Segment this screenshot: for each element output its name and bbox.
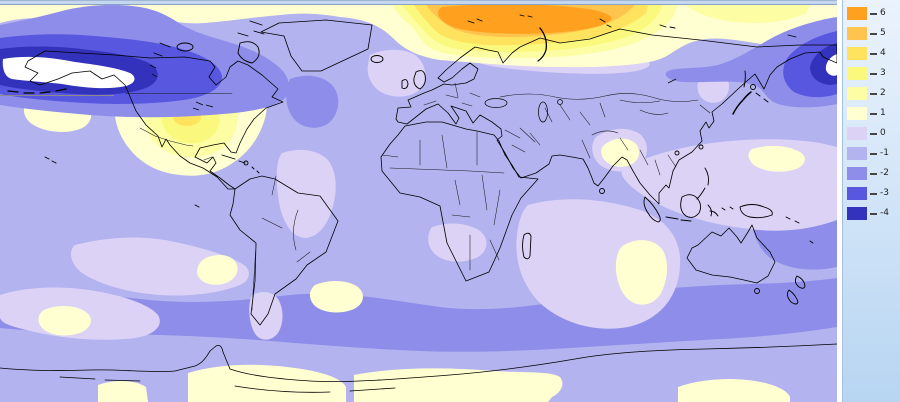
legend-entry: 4 xyxy=(847,47,900,60)
legend-swatch xyxy=(847,107,867,120)
legend-label: -2 xyxy=(880,168,889,178)
coast-africa xyxy=(380,121,539,282)
legend-label: -1 xyxy=(880,148,889,158)
legend-label: 6 xyxy=(880,8,886,18)
islands xyxy=(7,14,814,305)
legend-tick xyxy=(870,72,877,75)
anomaly-cold-cores xyxy=(0,5,837,118)
legend-label: 0 xyxy=(880,128,886,138)
country-borders xyxy=(125,82,711,311)
legend-swatch xyxy=(847,87,867,100)
legend-entries: 6 5 4 3 2 1 0 -1 -2 -3 -4 xyxy=(843,7,900,220)
legend-tick xyxy=(870,192,877,195)
legend-swatch xyxy=(847,147,867,160)
coast-north-america xyxy=(24,50,284,190)
legend-swatch xyxy=(847,27,867,40)
legend-tick xyxy=(870,132,877,135)
legend-label: 2 xyxy=(880,88,886,98)
legend-label: 3 xyxy=(880,68,886,78)
coast-antarctic-ice-edges xyxy=(59,376,396,393)
legend-label: 1 xyxy=(880,108,886,118)
legend-entry: 2 xyxy=(847,87,900,100)
legend-tick xyxy=(870,152,877,155)
legend-tick xyxy=(870,32,877,35)
legend-entry: -2 xyxy=(847,167,900,180)
coast-south-america xyxy=(229,175,339,326)
legend-entry: -4 xyxy=(847,207,900,220)
legend-tick xyxy=(870,12,877,15)
window-top-edge xyxy=(0,0,837,5)
world-map-svg xyxy=(0,5,837,402)
color-scale-legend: 6 5 4 3 2 1 0 -1 -2 -3 -4 xyxy=(842,0,900,402)
legend-swatch xyxy=(847,47,867,60)
legend-entry: 1 xyxy=(847,107,900,120)
legend-tick xyxy=(870,52,877,55)
legend-entry: 6 xyxy=(847,7,900,20)
legend-label: -4 xyxy=(880,208,889,218)
legend-swatch xyxy=(847,207,867,220)
coastlines xyxy=(0,19,837,393)
panel-gutter xyxy=(837,0,842,402)
legend-entry: -3 xyxy=(847,187,900,200)
legend-tick xyxy=(870,172,877,175)
legend-label: 5 xyxy=(880,28,886,38)
legend-entry: 5 xyxy=(847,27,900,40)
legend-entry: 0 xyxy=(847,127,900,140)
legend-entry: 3 xyxy=(847,67,900,80)
legend-label: 4 xyxy=(880,48,886,58)
legend-entry: -1 xyxy=(847,147,900,160)
anomaly-warm-cores xyxy=(144,5,810,158)
coast-eurasia xyxy=(395,28,837,205)
legend-swatch xyxy=(847,167,867,180)
legend-tick xyxy=(870,212,877,215)
anomaly-level0-patches xyxy=(0,49,837,340)
legend-swatch xyxy=(847,127,867,140)
coast-australia xyxy=(686,224,776,284)
legend-tick xyxy=(870,92,877,95)
legend-tick xyxy=(870,112,877,115)
legend-label: -3 xyxy=(880,188,889,198)
lakes xyxy=(149,64,677,123)
below-scale-cold-core xyxy=(2,56,135,89)
legend-swatch xyxy=(847,7,867,20)
arctic-warm-core xyxy=(438,5,612,34)
coast-antarctica xyxy=(0,343,837,382)
coast-greenland xyxy=(260,19,373,72)
world-map-plot xyxy=(0,5,837,402)
legend-swatch xyxy=(847,67,867,80)
legend-swatch xyxy=(847,187,867,200)
